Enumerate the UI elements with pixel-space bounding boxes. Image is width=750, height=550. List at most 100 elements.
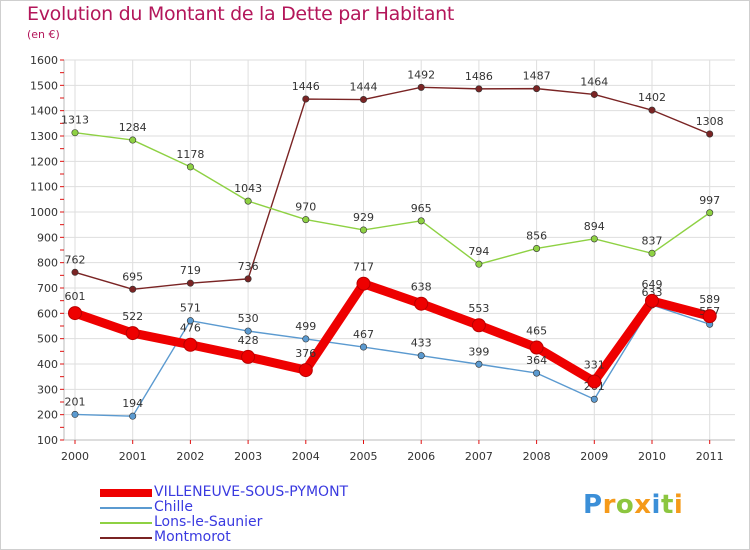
x-tick-label: 2011 — [696, 450, 724, 463]
data-point-villeneuve-sous-pymont — [702, 309, 717, 324]
data-point-montmorot — [648, 106, 656, 114]
data-label-montmorot: 1402 — [638, 91, 666, 104]
data-label-chille: 530 — [238, 312, 259, 325]
data-point-chille — [302, 335, 310, 343]
data-label-chille: 633 — [642, 286, 663, 299]
x-tick-label: 2009 — [580, 450, 608, 463]
data-point-villeneuve-sous-pymont — [241, 349, 256, 364]
data-point-villeneuve-sous-pymont — [68, 306, 82, 321]
data-point-lons-le-saunier — [648, 249, 656, 257]
data-label-chille: 201 — [65, 395, 86, 408]
data-label-lons-le-saunier: 965 — [411, 202, 432, 215]
data-label-villeneuve-sous-pymont: 476 — [180, 322, 201, 335]
data-label-lons-le-saunier: 894 — [584, 220, 605, 233]
data-point-montmorot — [71, 268, 79, 276]
data-point-montmorot — [244, 275, 252, 283]
y-tick-label: 200 — [37, 409, 58, 422]
logo-letter: x — [634, 490, 652, 520]
data-point-villeneuve-sous-pymont — [471, 318, 486, 333]
y-tick-label: 600 — [37, 307, 58, 320]
data-point-montmorot — [533, 85, 541, 93]
data-label-montmorot: 1492 — [407, 68, 435, 81]
logo-letter: t — [660, 490, 674, 520]
y-tick-label: 1000 — [30, 206, 58, 219]
data-point-montmorot — [359, 96, 367, 104]
y-tick-label: 1200 — [30, 155, 58, 168]
data-label-lons-le-saunier: 1313 — [61, 114, 89, 127]
data-label-lons-le-saunier: 1178 — [176, 148, 204, 161]
x-tick-label: 2007 — [465, 450, 493, 463]
data-point-chille — [71, 410, 79, 418]
data-point-lons-le-saunier — [590, 235, 598, 243]
data-point-villeneuve-sous-pymont — [645, 293, 659, 308]
y-tick-label: 1100 — [30, 181, 58, 194]
data-point-lons-le-saunier — [475, 260, 483, 268]
data-label-montmorot: 762 — [65, 253, 86, 266]
y-tick-label: 1400 — [30, 105, 58, 118]
x-tick-label: 2003 — [234, 450, 262, 463]
legend-label: Montmorot — [154, 529, 231, 545]
data-point-lons-le-saunier — [71, 129, 79, 137]
legend-item: Lons-le-Saunier — [100, 514, 400, 532]
data-label-villeneuve-sous-pymont: 649 — [642, 278, 663, 291]
data-point-lons-le-saunier — [186, 163, 194, 171]
data-label-chille: 433 — [411, 337, 432, 350]
legend-swatch — [100, 522, 152, 524]
data-point-montmorot — [417, 83, 425, 91]
data-label-montmorot: 1446 — [292, 80, 320, 93]
data-label-montmorot: 1487 — [523, 70, 551, 83]
data-label-chille: 467 — [353, 328, 374, 341]
data-label-chille: 194 — [122, 397, 143, 410]
legend-swatch — [100, 489, 152, 497]
data-point-chille — [417, 352, 425, 360]
legend-label: Chille — [154, 499, 193, 515]
legend-item: Chille — [100, 499, 400, 517]
data-label-lons-le-saunier: 794 — [468, 245, 489, 258]
x-tick-label: 2006 — [407, 450, 435, 463]
logo-letter: i — [651, 490, 661, 520]
proxiti-logo: Proxiti — [583, 490, 683, 520]
data-label-lons-le-saunier: 1043 — [234, 182, 262, 195]
data-point-villeneuve-sous-pymont — [125, 326, 140, 341]
y-tick-label: 1500 — [30, 79, 58, 92]
data-label-montmorot: 1444 — [350, 81, 378, 94]
y-tick-label: 500 — [37, 333, 58, 346]
data-label-lons-le-saunier: 856 — [526, 229, 547, 242]
data-label-villeneuve-sous-pymont: 376 — [295, 347, 316, 360]
data-label-villeneuve-sous-pymont: 465 — [526, 325, 547, 338]
data-point-villeneuve-sous-pymont — [356, 276, 371, 291]
data-point-montmorot — [475, 85, 483, 93]
data-point-villeneuve-sous-pymont — [529, 340, 544, 355]
data-label-villeneuve-sous-pymont: 638 — [411, 281, 432, 294]
series-line-lons-le-saunier — [74, 132, 711, 265]
data-label-montmorot: 719 — [180, 264, 201, 277]
legend-label: Lons-le-Saunier — [154, 514, 263, 530]
data-point-lons-le-saunier — [417, 217, 425, 225]
data-point-lons-le-saunier — [706, 209, 714, 217]
data-label-lons-le-saunier: 970 — [295, 201, 316, 214]
data-point-chille — [186, 317, 194, 325]
data-point-montmorot — [302, 95, 310, 103]
data-point-villeneuve-sous-pymont — [298, 363, 313, 378]
data-point-villeneuve-sous-pymont — [587, 374, 602, 389]
logo-letter: r — [602, 490, 616, 520]
data-label-montmorot: 1308 — [696, 115, 724, 128]
data-label-montmorot: 1464 — [580, 75, 608, 88]
legend-label: VILLENEUVE-SOUS-PYMONT — [154, 484, 349, 500]
y-tick-label: 1300 — [30, 130, 58, 143]
y-tick-label: 800 — [37, 257, 58, 270]
y-tick-label: 400 — [37, 358, 58, 371]
data-label-montmorot: 695 — [122, 270, 143, 283]
logo-letter: i — [673, 490, 684, 520]
data-label-villeneuve-sous-pymont: 428 — [238, 334, 259, 347]
data-label-lons-le-saunier: 997 — [699, 194, 720, 207]
data-point-chille — [129, 412, 137, 420]
data-label-lons-le-saunier: 1284 — [119, 121, 147, 134]
data-label-villeneuve-sous-pymont: 331 — [584, 358, 605, 371]
chart-title: Evolution du Montant de la Dette par Hab… — [27, 3, 455, 25]
data-point-villeneuve-sous-pymont — [183, 337, 198, 352]
y-tick-label: 900 — [37, 231, 58, 244]
y-tick-label: 100 — [37, 434, 58, 447]
logo-letter: o — [615, 490, 635, 520]
